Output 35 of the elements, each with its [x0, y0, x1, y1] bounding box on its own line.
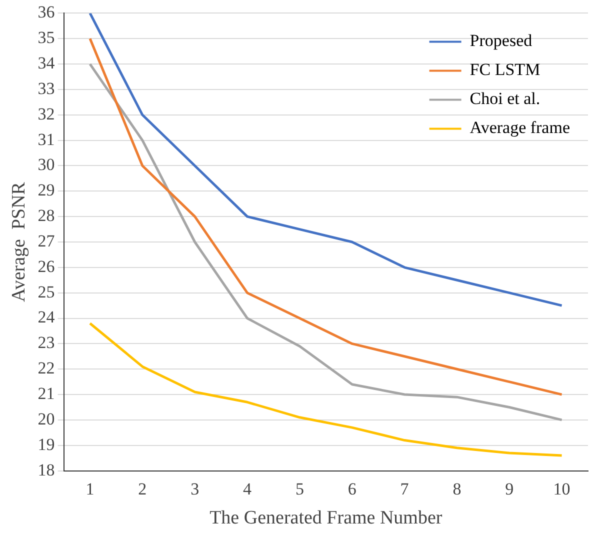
y-tick-label: 22: [38, 358, 55, 378]
legend-label: Propesed: [470, 31, 533, 50]
y-tick-label: 23: [38, 333, 55, 352]
y-tick-label: 29: [38, 180, 55, 200]
y-tick-label: 35: [38, 28, 55, 48]
legend-label: Average frame: [470, 118, 570, 138]
y-tick-label: 19: [38, 434, 55, 454]
legend-label: Choi et al.: [470, 89, 540, 108]
x-tick-label: 1: [86, 479, 94, 498]
y-tick-label: 34: [38, 54, 56, 73]
y-tick-label: 28: [38, 206, 55, 226]
x-tick-label: 3: [190, 479, 200, 498]
x-tick-label: 5: [295, 479, 304, 498]
y-tick-label: 30: [38, 155, 55, 174]
y-tick-label: 27: [38, 231, 56, 250]
x-tick-label: 9: [505, 479, 514, 498]
y-tick-label: 31: [38, 130, 55, 149]
y-tick-label: 25: [38, 282, 55, 302]
x-tick-label: 6: [348, 479, 356, 498]
x-tick-label: 8: [452, 479, 462, 498]
y-tick-label: 33: [38, 78, 55, 98]
y-tick-label: 21: [38, 384, 55, 403]
x-tick-label: 7: [400, 479, 410, 498]
y-tick-label: 18: [38, 460, 55, 480]
x-tick-label: 10: [553, 479, 570, 498]
y-tick-label: 20: [38, 409, 55, 428]
y-tick-label: 32: [38, 104, 55, 124]
y-tick-label: 24: [38, 308, 56, 327]
x-tick-label: 4: [243, 479, 252, 498]
x-axis-title: The Generated Frame Number: [210, 508, 443, 529]
x-tick-label: 2: [138, 479, 147, 498]
y-tick-label: 26: [38, 256, 55, 276]
legend-label: FC LSTM: [470, 60, 540, 80]
y-tick-label: 36: [38, 2, 55, 22]
y-axis-title: Average PSNR: [8, 182, 30, 302]
